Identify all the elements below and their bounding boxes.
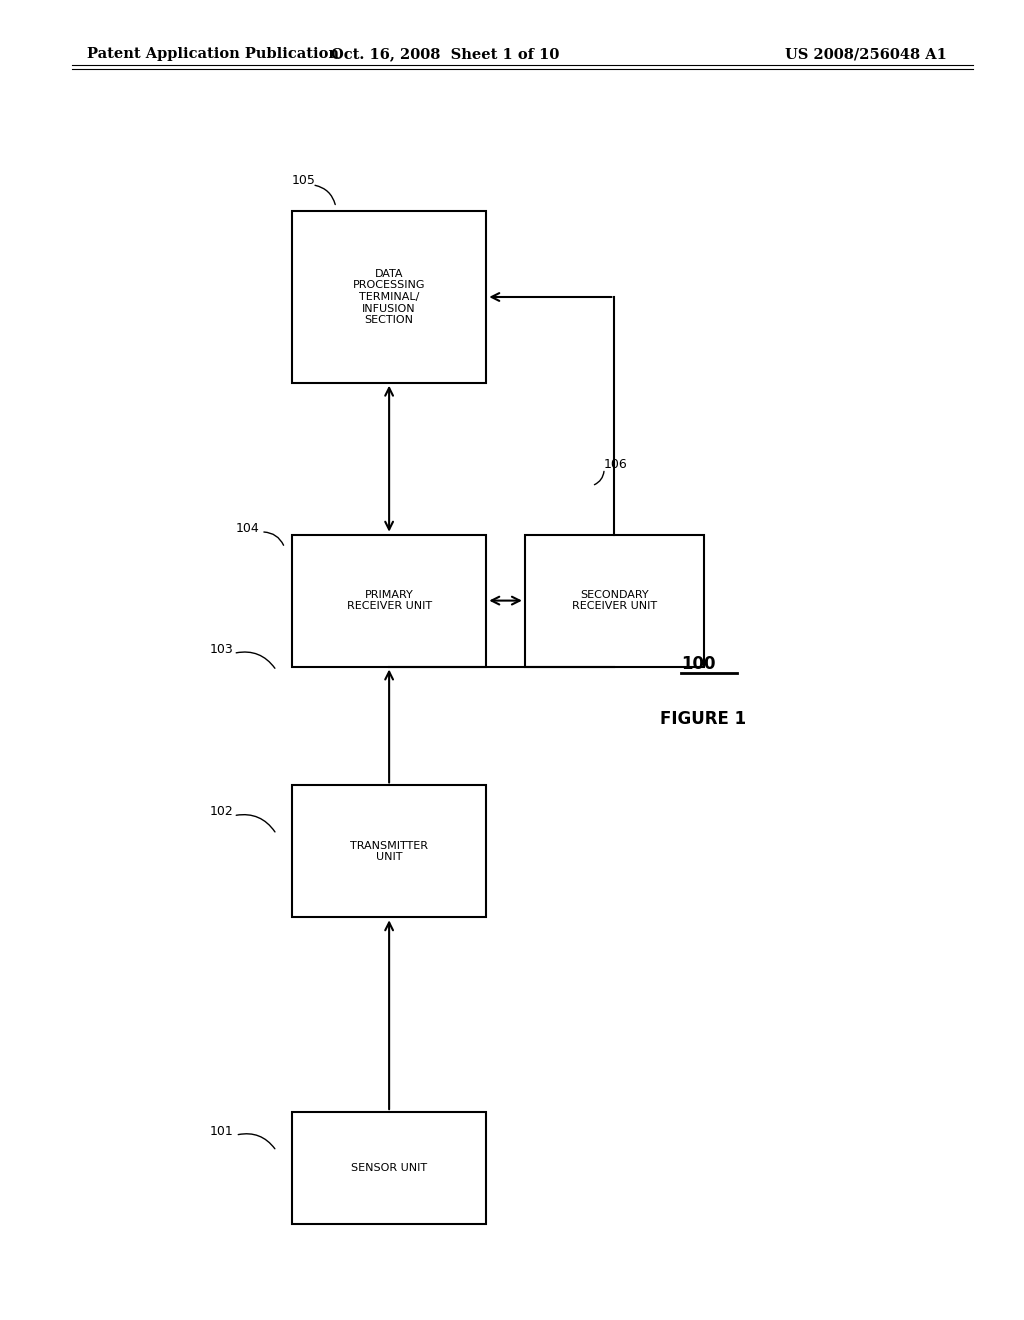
Bar bbox=[292, 1111, 486, 1225]
Text: 105: 105 bbox=[292, 174, 315, 187]
Bar bbox=[292, 785, 486, 917]
Bar bbox=[524, 535, 705, 667]
FancyArrowPatch shape bbox=[264, 532, 284, 545]
FancyArrowPatch shape bbox=[239, 1134, 274, 1148]
Text: 102: 102 bbox=[210, 805, 233, 818]
FancyArrowPatch shape bbox=[237, 814, 275, 832]
Text: SECONDARY
RECEIVER UNIT: SECONDARY RECEIVER UNIT bbox=[571, 590, 657, 611]
Text: SENSOR UNIT: SENSOR UNIT bbox=[351, 1163, 427, 1173]
Bar bbox=[292, 535, 486, 667]
Text: FIGURE 1: FIGURE 1 bbox=[660, 710, 746, 729]
Text: Patent Application Publication: Patent Application Publication bbox=[87, 48, 339, 61]
FancyArrowPatch shape bbox=[237, 652, 274, 668]
Text: 106: 106 bbox=[604, 458, 628, 471]
Text: 104: 104 bbox=[236, 521, 259, 535]
FancyArrowPatch shape bbox=[595, 471, 604, 484]
Text: 101: 101 bbox=[210, 1125, 233, 1138]
Text: PRIMARY
RECEIVER UNIT: PRIMARY RECEIVER UNIT bbox=[346, 590, 432, 611]
Text: TRANSMITTER
UNIT: TRANSMITTER UNIT bbox=[350, 841, 428, 862]
Bar bbox=[292, 211, 486, 383]
Text: Oct. 16, 2008  Sheet 1 of 10: Oct. 16, 2008 Sheet 1 of 10 bbox=[331, 48, 560, 61]
Text: 100: 100 bbox=[681, 655, 716, 673]
Text: 103: 103 bbox=[210, 643, 233, 656]
Text: US 2008/256048 A1: US 2008/256048 A1 bbox=[785, 48, 947, 61]
FancyArrowPatch shape bbox=[315, 185, 335, 205]
Text: DATA
PROCESSING
TERMINAL/
INFUSION
SECTION: DATA PROCESSING TERMINAL/ INFUSION SECTI… bbox=[353, 269, 425, 325]
